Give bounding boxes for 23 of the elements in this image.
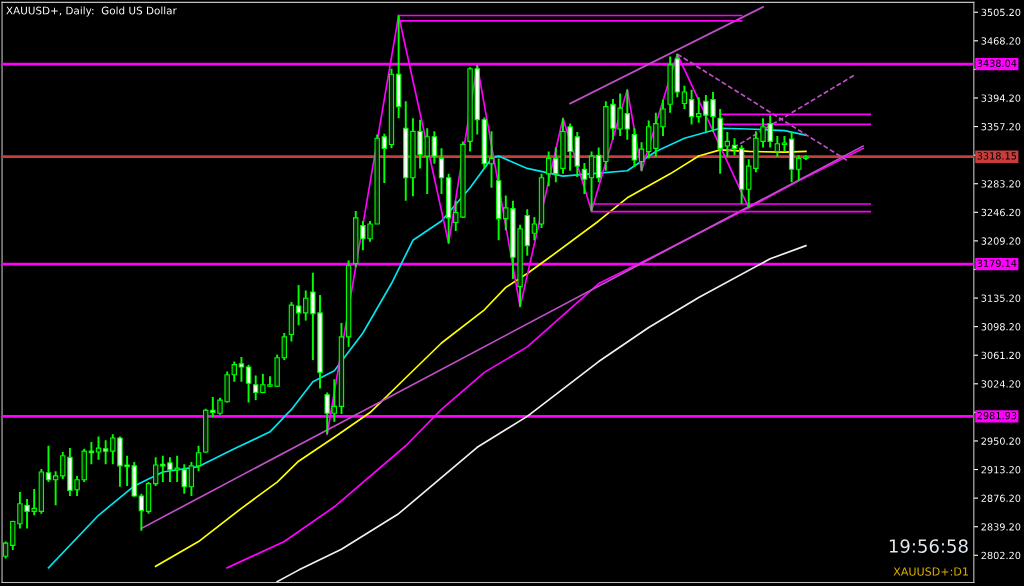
annotation: XAUUSD+:D1 — [893, 567, 968, 576]
y-tick-label: 2913.20 — [981, 466, 1021, 474]
y-tick-label: 3505.20 — [981, 8, 1021, 17]
ref-line-label: 3438.04 — [977, 59, 1017, 67]
chart-title: XAUUSD+, Daily: Gold US Dollar — [6, 6, 177, 17]
y-tick-label: 3061.20 — [981, 351, 1021, 360]
ref-line-label: 3318.15 — [977, 152, 1017, 160]
y-tick-label: 3357.20 — [981, 123, 1021, 131]
y-tick-label: 3098.20 — [981, 323, 1021, 331]
ref-line-label: 3179.14 — [977, 259, 1017, 267]
y-tick-label: 2876.20 — [981, 494, 1021, 502]
y-tick-label: 3135.20 — [981, 294, 1021, 302]
ref-line-label: 2981.93 — [977, 411, 1017, 420]
y-tick-label: 3209.20 — [981, 237, 1021, 245]
y-tick-label: 2839.20 — [981, 523, 1021, 531]
y-tick-label: 2802.20 — [981, 551, 1021, 560]
y-tick-label: 3394.20 — [981, 94, 1021, 102]
y-tick-label: 3246.20 — [981, 208, 1021, 217]
y-tick-label: 3283.20 — [981, 180, 1021, 188]
y-tick-label: 2950.20 — [981, 437, 1021, 445]
y-tick-label: 3024.20 — [981, 380, 1021, 388]
annotation: 19:56:58 — [889, 539, 968, 553]
y-tick-label: 3468.20 — [981, 37, 1021, 45]
